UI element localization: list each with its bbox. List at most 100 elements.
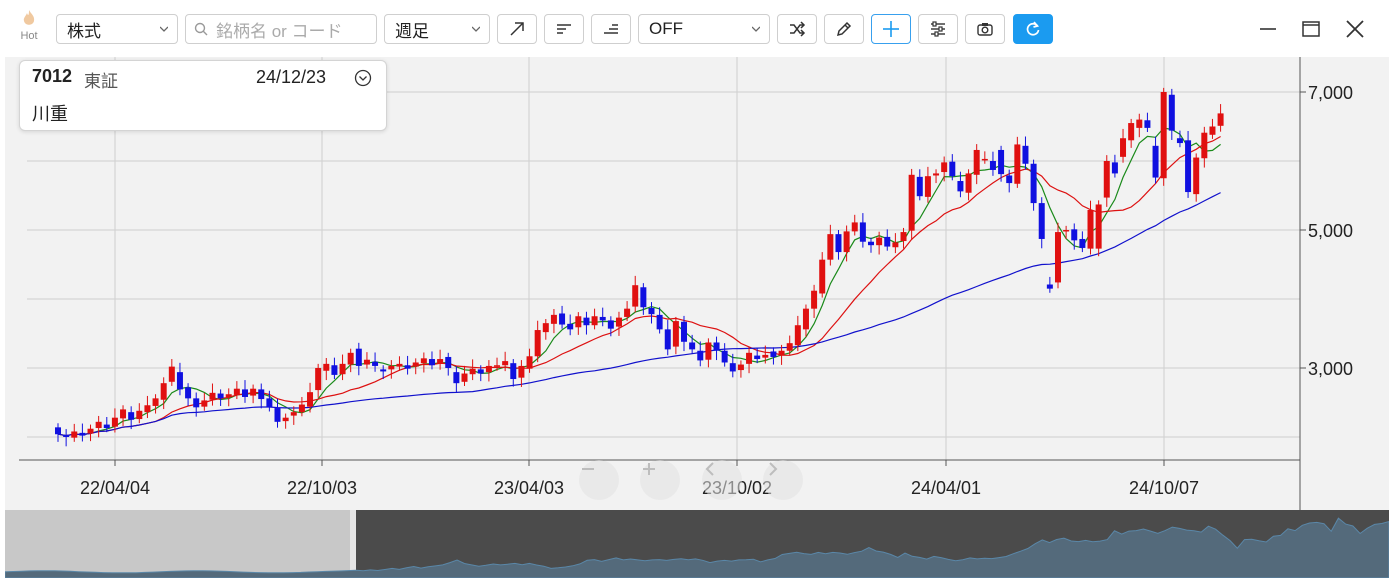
candle-body bbox=[1120, 138, 1127, 157]
stock-date: 24/12/23 bbox=[256, 67, 327, 87]
stock-search-input[interactable]: 銘柄名 or コード bbox=[185, 14, 377, 44]
candle-body bbox=[851, 222, 858, 232]
candle-body bbox=[380, 369, 387, 372]
candle-body bbox=[1209, 126, 1216, 135]
hot-button[interactable]: Hot bbox=[14, 10, 44, 50]
candle-body bbox=[697, 350, 704, 361]
candle-body bbox=[274, 408, 281, 422]
scroll-right-button[interactable] bbox=[763, 460, 803, 500]
candle-body bbox=[542, 323, 549, 333]
minimize-icon[interactable] bbox=[1257, 18, 1279, 40]
candle-body bbox=[266, 398, 273, 408]
range-navigator[interactable] bbox=[5, 510, 1389, 578]
candle-body bbox=[185, 387, 192, 399]
stock-market: 東証 bbox=[84, 72, 118, 91]
toolbar: Hot 株式 銘柄名 or コード 週足 OFF bbox=[0, 0, 1389, 60]
refresh-button[interactable] bbox=[1013, 14, 1053, 44]
candle-body bbox=[868, 241, 874, 246]
chart-area[interactable]: 3,000 5,000 7,000 22/04/04 22/10/03 23/04/03 2… bbox=[5, 57, 1389, 510]
chevron-down-icon bbox=[472, 26, 480, 32]
candle-body bbox=[778, 350, 785, 356]
settings-button[interactable] bbox=[918, 14, 958, 44]
candle-body bbox=[201, 400, 208, 407]
scroll-left-button[interactable] bbox=[702, 460, 742, 500]
candle-body bbox=[55, 427, 61, 435]
search-placeholder: 銘柄名 or コード bbox=[216, 21, 343, 41]
candle-body bbox=[900, 232, 907, 242]
candle-body bbox=[1022, 145, 1029, 164]
candle-body bbox=[63, 434, 70, 437]
candle-body bbox=[128, 412, 135, 420]
candle-body bbox=[1103, 161, 1110, 198]
horizontal-line-lower-button[interactable] bbox=[591, 14, 631, 44]
indicator-select[interactable]: OFF bbox=[638, 14, 770, 44]
trend-line-button[interactable] bbox=[497, 14, 537, 44]
candle-body bbox=[315, 368, 322, 391]
candle-body bbox=[583, 317, 590, 326]
candle-body bbox=[79, 432, 86, 436]
candle-body bbox=[534, 330, 541, 357]
candlestick-chart[interactable]: 3,000 5,000 7,000 22/04/04 22/10/03 23/04/03 2… bbox=[5, 57, 1389, 510]
asset-type-select[interactable]: 株式 bbox=[56, 14, 178, 44]
x-tick-label: 22/10/03 bbox=[287, 478, 357, 498]
navigator-minichart[interactable] bbox=[5, 510, 1389, 578]
candle-body bbox=[71, 431, 78, 438]
candle-body bbox=[550, 314, 557, 324]
candle-body bbox=[87, 428, 94, 434]
candle-body bbox=[469, 368, 476, 375]
scroll-right-icon bbox=[769, 462, 778, 476]
candle-body bbox=[729, 363, 736, 372]
candle-body bbox=[859, 222, 866, 242]
candle-body bbox=[282, 417, 289, 422]
candle-body bbox=[307, 392, 314, 407]
maximize-icon[interactable] bbox=[1300, 18, 1322, 40]
close-icon[interactable] bbox=[1344, 18, 1366, 40]
ma-long-line bbox=[57, 192, 1221, 437]
horizontal-line-button[interactable] bbox=[544, 14, 584, 44]
y-tick-label: 5,000 bbox=[1308, 221, 1353, 241]
candle-body bbox=[664, 329, 671, 350]
horizontal-line-icon bbox=[557, 24, 571, 34]
candle-body bbox=[819, 259, 826, 294]
y-tick-label: 7,000 bbox=[1308, 83, 1353, 103]
candle-body bbox=[120, 409, 127, 419]
candle-body bbox=[607, 320, 614, 329]
candle-body bbox=[1128, 123, 1135, 141]
candle-body bbox=[250, 388, 257, 396]
horizontal-line-lower-icon bbox=[604, 24, 618, 34]
chevron-circle-down-icon[interactable] bbox=[354, 69, 372, 87]
crosshair-button[interactable] bbox=[871, 14, 911, 44]
candle-body bbox=[933, 173, 940, 176]
candle-body bbox=[965, 173, 972, 193]
candle-body bbox=[973, 149, 980, 175]
navigator-unselected-range bbox=[5, 510, 350, 578]
zoom-in-icon bbox=[643, 463, 655, 475]
period-select[interactable]: 週足 bbox=[384, 14, 490, 44]
zoom-out-button[interactable] bbox=[579, 460, 619, 500]
candle-body bbox=[941, 162, 948, 173]
candle-body bbox=[258, 389, 265, 400]
candle-body bbox=[1079, 238, 1086, 248]
candle-body bbox=[1185, 140, 1192, 193]
candle-body bbox=[1087, 209, 1094, 249]
chevron-down-icon bbox=[752, 26, 760, 32]
candle-body bbox=[396, 363, 403, 367]
candle-body bbox=[908, 174, 915, 231]
x-tick-label: 24/04/01 bbox=[911, 478, 981, 498]
draw-button[interactable] bbox=[824, 14, 864, 44]
candle-body bbox=[794, 325, 801, 346]
candle-body bbox=[372, 361, 379, 366]
zoom-in-button[interactable] bbox=[640, 460, 680, 500]
candle-body bbox=[802, 308, 809, 330]
candle-body bbox=[1063, 230, 1070, 232]
candle-body bbox=[1168, 94, 1175, 131]
ma-mid-line bbox=[57, 135, 1221, 437]
candle-body bbox=[998, 149, 1005, 175]
hot-label: Hot bbox=[20, 30, 38, 42]
flame-icon bbox=[23, 10, 35, 25]
screenshot-button[interactable] bbox=[965, 14, 1005, 44]
candle-body bbox=[510, 363, 517, 380]
candle-body bbox=[347, 352, 354, 365]
shuffle-button[interactable] bbox=[777, 14, 817, 44]
candle-body bbox=[461, 373, 468, 382]
